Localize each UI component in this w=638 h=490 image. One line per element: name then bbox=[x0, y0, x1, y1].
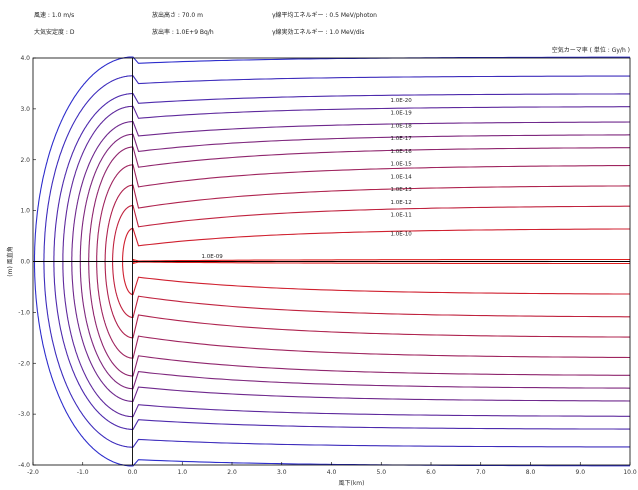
wind-speed-label: 風速 : 1.0 m/s bbox=[34, 12, 75, 19]
x-tick-label: 9.0 bbox=[575, 469, 585, 476]
release-height-label: 放出高さ : 70.0 m bbox=[152, 12, 203, 19]
contour-label: 1.0E-16 bbox=[391, 149, 413, 155]
stability-label: 大気安定度 : D bbox=[34, 29, 75, 36]
contour-label: 1.0E-13 bbox=[391, 187, 413, 193]
gamma-release-energy-label: γ線実効エネルギー : 1.0 MeV/dis bbox=[272, 29, 365, 36]
x-tick-label: 10.0 bbox=[623, 469, 637, 476]
chart-axes bbox=[32, 57, 631, 466]
contour-label: 1.0E-09 bbox=[201, 254, 223, 260]
x-axis-label: 風下(km) bbox=[338, 480, 364, 487]
y-tick-label: -4.0 bbox=[18, 462, 30, 469]
x-tick-label: 2.0 bbox=[227, 469, 237, 476]
y-axis-label: (m) 風直角 bbox=[6, 246, 14, 276]
contour-label: 1.0E-15 bbox=[391, 162, 413, 168]
contour-label: 1.0E-19 bbox=[391, 111, 413, 117]
x-tick-label: 3.0 bbox=[277, 469, 287, 476]
contour-labels: 1.0E-09 1.0E-10 1.0E-11 1.0E-12 1.0E-13 1.0E-… bbox=[201, 98, 412, 260]
x-tick-label: 7.0 bbox=[476, 469, 486, 476]
x-tick-label: 4.0 bbox=[327, 469, 337, 476]
contour-label: 1.0E-17 bbox=[391, 136, 413, 142]
contour-label: 1.0E-12 bbox=[391, 200, 412, 206]
contour-label: 1.0E-18 bbox=[391, 123, 413, 129]
release-rate-label: 放出率 : 1.0E+9 Bq/h bbox=[152, 29, 214, 36]
x-tick-label: 8.0 bbox=[526, 469, 536, 476]
x-tick-label: 5.0 bbox=[376, 469, 386, 476]
x-tick-label: -1.0 bbox=[77, 469, 89, 476]
gamma-mean-energy-label: γ線平均エネルギー : 0.5 MeV/photon bbox=[272, 12, 377, 19]
x-tick-label: 6.0 bbox=[426, 469, 436, 476]
y-tick-label: 0.0 bbox=[20, 259, 30, 266]
y-tick-label: -1.0 bbox=[18, 309, 30, 316]
contour-label: 1.0E-14 bbox=[391, 174, 413, 180]
unit-label: 空気カーマ率 ( 単位 : Gy/h ) bbox=[551, 47, 630, 54]
y-tick-label: 4.0 bbox=[20, 55, 30, 62]
y-tick-label: 3.0 bbox=[20, 106, 30, 113]
contour-label: 1.0E-20 bbox=[391, 98, 413, 104]
y-tick-label: 1.0 bbox=[20, 208, 30, 215]
y-tick-label: -3.0 bbox=[18, 411, 30, 418]
contour-label: 1.0E-10 bbox=[391, 231, 413, 237]
x-tick-label: 1.0 bbox=[177, 469, 187, 476]
x-tick-label: 0.0 bbox=[128, 469, 138, 476]
x-tick-label: -2.0 bbox=[27, 469, 39, 476]
y-tick-label: -2.0 bbox=[18, 360, 30, 367]
tick-labels: -2.0 -1.0 0.0 1.0 2.0 3.0 4.0 5.0 6.0 7.0 8.0 9.0 10… bbox=[18, 55, 637, 476]
y-tick-label: 2.0 bbox=[20, 157, 30, 164]
contour-label: 1.0E-11 bbox=[391, 212, 412, 218]
